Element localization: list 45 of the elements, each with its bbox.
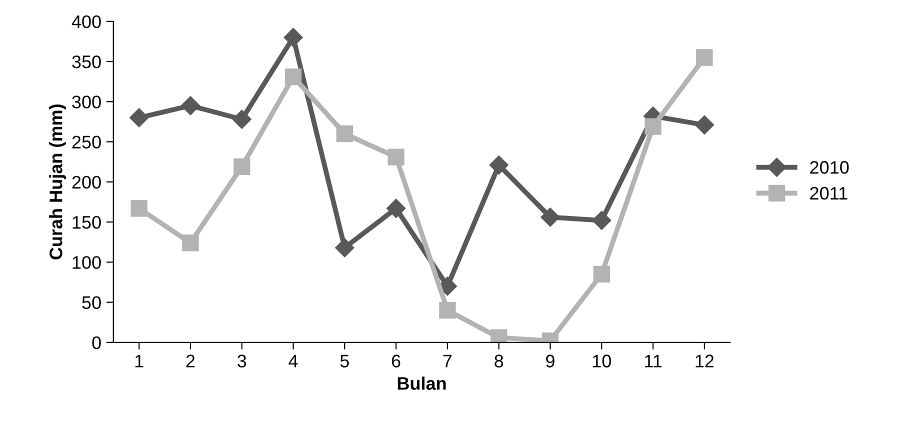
- x-tick-label: 11: [645, 354, 662, 368]
- point: [592, 210, 612, 230]
- point: [232, 110, 252, 129]
- y-tick-label: 250: [72, 136, 101, 148]
- point: [489, 156, 508, 175]
- point: [284, 68, 302, 86]
- point: [694, 115, 714, 134]
- point: [644, 118, 662, 135]
- x-tick-label: 8: [494, 354, 504, 368]
- point: [335, 238, 354, 258]
- legend-label: 2011: [810, 186, 848, 200]
- point: [234, 158, 250, 175]
- point: [180, 96, 200, 116]
- x-tick-label: 1: [135, 354, 144, 368]
- x-tick-label: 7: [443, 354, 452, 368]
- x-tick-label: 6: [392, 354, 400, 368]
- x-tick-label: 9: [546, 354, 554, 368]
- point: [130, 200, 148, 217]
- x-axis-title: Bulan: [398, 376, 446, 390]
- y-tick-label: 150: [72, 216, 101, 229]
- legend-label: 2010: [810, 161, 849, 174]
- x-tick-label: 10: [592, 354, 611, 368]
- point: [696, 49, 713, 66]
- y-tick-label: 200: [72, 176, 101, 189]
- point: [540, 208, 560, 227]
- point: [388, 148, 404, 166]
- x-tick-label: 5: [340, 354, 349, 368]
- y-tick-label: 350: [72, 55, 101, 68]
- y-axis-title: Curah Hujan (mm): [49, 104, 66, 260]
- y-tick-label: 400: [72, 15, 101, 28]
- x-tick-label: 4: [288, 354, 298, 368]
- point: [130, 108, 149, 128]
- y-tick-label: 0: [92, 336, 101, 350]
- point: [284, 28, 303, 47]
- point: [182, 234, 199, 252]
- point: [439, 302, 456, 319]
- y-tick-label: 50: [82, 296, 101, 309]
- y-tick-label: 300: [72, 96, 101, 108]
- point: [336, 125, 353, 142]
- point: [386, 198, 406, 218]
- point: [593, 266, 610, 283]
- y-tick-label: 100: [72, 256, 101, 269]
- x-tick-label: 3: [238, 354, 246, 368]
- x-tick-label: 12: [696, 354, 714, 368]
- x-tick-label: 2: [186, 354, 195, 368]
